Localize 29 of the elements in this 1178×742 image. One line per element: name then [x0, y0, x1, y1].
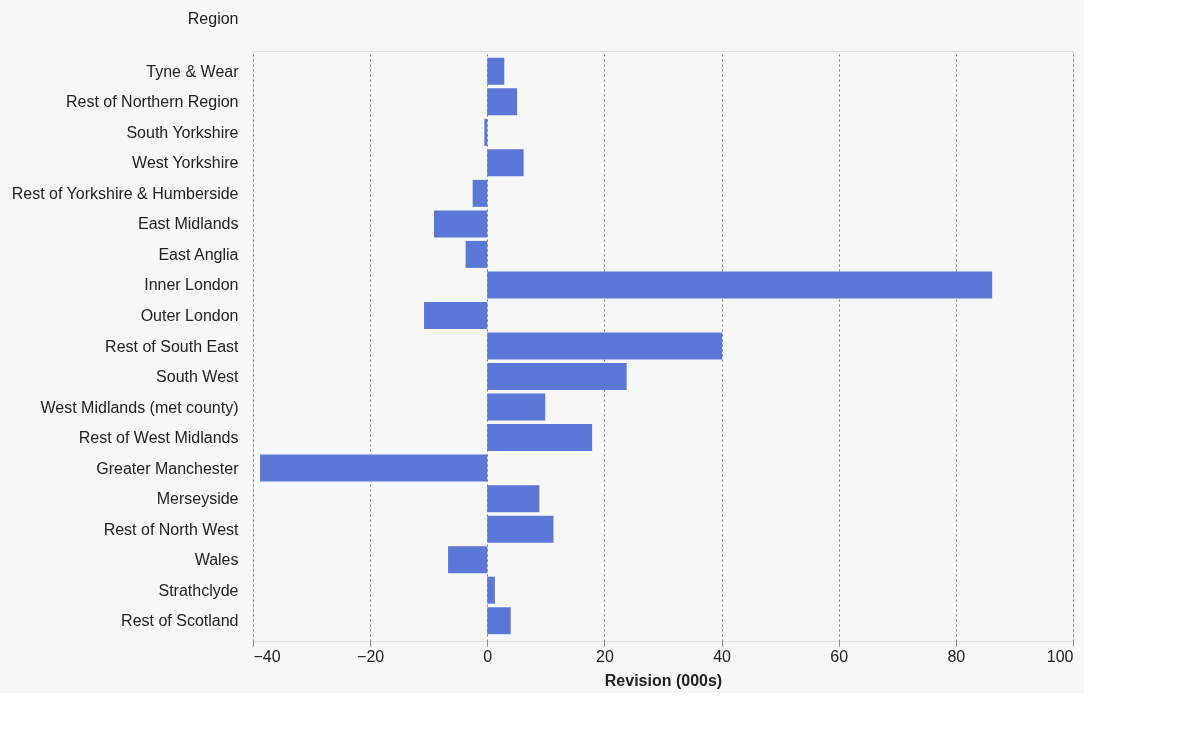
x-axis-title: Revision (000s) — [604, 671, 723, 689]
y-tick-label: South Yorkshire — [126, 123, 239, 141]
x-tick-label: 20 — [596, 647, 614, 665]
y-tick-label: Tyne & Wear — [146, 62, 240, 80]
y-tick-label: Rest of South East — [105, 337, 240, 355]
x-tick-label: 0 — [483, 647, 493, 665]
x-tick-label: 40 — [713, 647, 732, 665]
y-tick-label: East Anglia — [158, 245, 239, 263]
y-tick-label: Outer London — [140, 306, 239, 324]
y-tick-label: Rest of North West — [103, 520, 240, 538]
y-tick-label: Strathclyde — [158, 581, 239, 599]
y-tick-label: Rest of Scotland — [121, 612, 239, 630]
y-tick-label: Rest of Yorkshire & Humberside — [11, 184, 239, 202]
y-tick-label: Rest of West Midlands — [78, 429, 239, 447]
x-tick-label: −20 — [357, 647, 385, 665]
y-axis-title: Region — [187, 9, 239, 27]
x-tick-label: 60 — [830, 647, 849, 665]
y-tick-label: Rest of Northern Region — [65, 93, 239, 111]
y-tick-label: East Midlands — [138, 215, 239, 233]
x-tick-label: 80 — [947, 647, 966, 665]
y-tick-label: Merseyside — [156, 490, 239, 508]
y-tick-label: Inner London — [144, 276, 239, 294]
y-tick-label: South West — [156, 368, 240, 386]
y-tick-label: West Yorkshire — [132, 154, 239, 172]
y-tick-label: Wales — [194, 551, 239, 569]
x-tick-label: 100 — [1046, 647, 1074, 665]
y-tick-label: West Midlands (met county) — [40, 398, 239, 416]
x-tick-label: −40 — [253, 647, 281, 665]
y-tick-label: Greater Manchester — [96, 459, 240, 477]
